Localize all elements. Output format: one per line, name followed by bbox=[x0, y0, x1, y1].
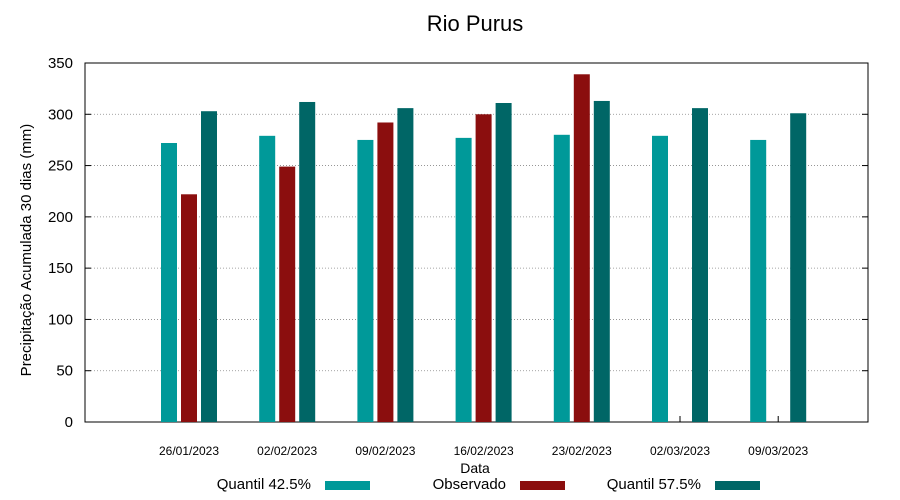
x-tick-label: 09/03/2023 bbox=[748, 444, 808, 458]
x-tick-label: 02/03/2023 bbox=[650, 444, 710, 458]
y-tick-label: 150 bbox=[48, 260, 73, 277]
y-tick-label: 350 bbox=[48, 55, 73, 72]
x-tick-label: 09/02/2023 bbox=[355, 444, 415, 458]
x-tick-label: 26/01/2023 bbox=[159, 444, 219, 458]
bar-observado bbox=[377, 122, 394, 423]
y-tick-label: 300 bbox=[48, 106, 73, 123]
bar-quantil-42-5 bbox=[652, 135, 668, 422]
x-tick-label: 23/02/2023 bbox=[552, 444, 612, 458]
legend-swatch bbox=[520, 481, 565, 490]
bar-quantil-57-5 bbox=[201, 111, 217, 423]
bar-quantil-57-5 bbox=[790, 113, 807, 422]
bar-quantil-42-5 bbox=[455, 137, 472, 422]
x-tick-label: 02/02/2023 bbox=[257, 444, 317, 458]
legend-label: Observado bbox=[433, 476, 506, 493]
chart-title: Rio Purus bbox=[427, 11, 524, 36]
y-tick-label: 0 bbox=[65, 414, 73, 431]
bar-quantil-57-5 bbox=[397, 108, 414, 422]
x-axis-label: Data bbox=[460, 460, 490, 476]
bar-quantil-42-5 bbox=[553, 134, 570, 423]
y-tick-label: 200 bbox=[48, 209, 73, 226]
bar-observado bbox=[279, 166, 296, 422]
bar-observado bbox=[573, 74, 590, 422]
bar-quantil-42-5 bbox=[357, 139, 374, 422]
x-axis-ticks: 26/01/2023 02/02/2023 09/02/2023 16/02/2023… bbox=[159, 416, 809, 458]
bar-quantil-42-5 bbox=[161, 143, 177, 422]
bar-observado bbox=[475, 114, 492, 423]
y-tick-label: 50 bbox=[56, 363, 73, 380]
bar-quantil-57-5 bbox=[299, 101, 316, 422]
legend: Quantil 42.5% Observado Quantil 57.5% bbox=[217, 476, 760, 493]
bar-observado bbox=[181, 194, 197, 422]
legend-label: Quantil 57.5% bbox=[607, 476, 701, 493]
bar-quantil-57-5 bbox=[692, 108, 708, 422]
y-axis-label: Precipitação Acumulada 30 dias (mm) bbox=[18, 124, 35, 377]
y-axis-ticks: 0 50 100 150 200 250 300 350 bbox=[48, 55, 868, 431]
y-tick-label: 100 bbox=[48, 311, 73, 328]
bar-quantil-57-5 bbox=[593, 100, 610, 423]
legend-swatch bbox=[325, 481, 370, 490]
x-tick-label: 16/02/2023 bbox=[454, 444, 514, 458]
bar-quantil-57-5 bbox=[495, 103, 512, 422]
bar-quantil-42-5 bbox=[750, 139, 767, 422]
bar-quantil-42-5 bbox=[259, 135, 276, 422]
bars bbox=[161, 74, 807, 423]
legend-label: Quantil 42.5% bbox=[217, 476, 311, 493]
legend-swatch bbox=[715, 481, 760, 490]
y-tick-label: 250 bbox=[48, 158, 73, 175]
